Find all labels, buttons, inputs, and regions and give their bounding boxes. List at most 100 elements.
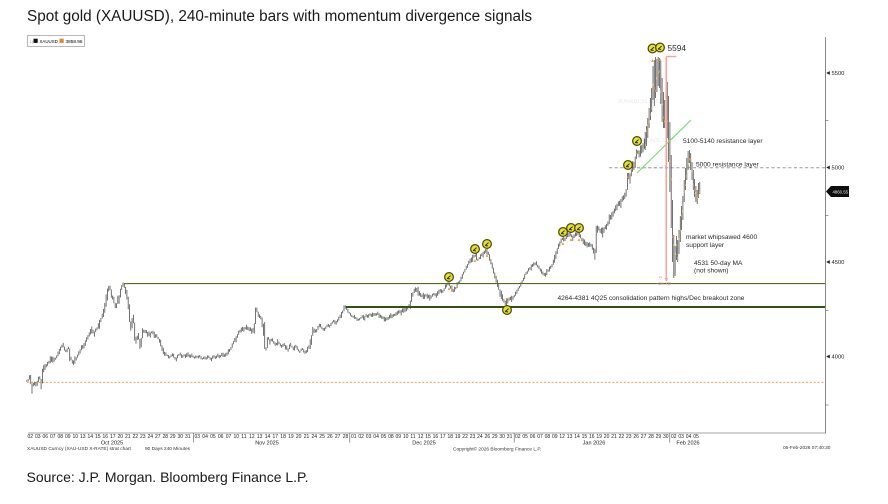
svg-text:08: 08 (58, 434, 64, 440)
svg-text:02: 02 (515, 434, 521, 440)
svg-text:Spot gold (XAUUSD), 240-minute: Spot gold (XAUUSD), 240-minute bars with… (27, 8, 532, 25)
svg-text:01: 01 (351, 434, 357, 440)
svg-text:21: 21 (304, 434, 310, 440)
svg-text:18: 18 (280, 434, 286, 440)
svg-text:27: 27 (335, 434, 341, 440)
svg-text:XAUUSD: XAUUSD (40, 39, 58, 44)
svg-text:24: 24 (312, 434, 318, 440)
svg-text:(01)N31.52 02: (01)N31.52 02 (641, 138, 676, 144)
svg-text:09: 09 (552, 434, 558, 440)
svg-text:16: 16 (589, 434, 595, 440)
svg-text:23: 23 (626, 434, 632, 440)
svg-text:5000: 5000 (832, 166, 845, 172)
svg-text:03: 03 (35, 434, 41, 440)
svg-text:19: 19 (596, 434, 602, 440)
svg-text:27: 27 (155, 434, 161, 440)
svg-text:14: 14 (574, 434, 580, 440)
svg-text:21: 21 (611, 434, 617, 440)
svg-text:05-Feb-2026 07:40:30: 05-Feb-2026 07:40:30 (783, 445, 831, 451)
svg-text:04: 04 (686, 434, 692, 440)
svg-text:19: 19 (288, 434, 294, 440)
svg-text:04: 04 (202, 434, 208, 440)
svg-text:31: 31 (185, 434, 191, 440)
svg-text:(not shown): (not shown) (694, 268, 728, 275)
svg-text:5594: 5594 (668, 43, 687, 53)
svg-text:4500: 4500 (832, 260, 845, 266)
svg-text:07: 07 (226, 434, 232, 440)
svg-text:09: 09 (396, 434, 402, 440)
svg-text:16: 16 (103, 434, 109, 440)
svg-text:Feb 2026: Feb 2026 (676, 441, 699, 447)
svg-text:13: 13 (257, 434, 263, 440)
svg-text:-3A.YB: -3A.YB (657, 281, 671, 286)
svg-text:4264-4381 4Q25 consolidation p: 4264-4381 4Q25 consolidation pattern hig… (558, 295, 745, 302)
svg-text:20: 20 (118, 434, 124, 440)
svg-text:03: 03 (678, 434, 684, 440)
svg-text:13: 13 (80, 434, 86, 440)
svg-text:06: 06 (218, 434, 224, 440)
svg-text:29: 29 (656, 434, 662, 440)
svg-text:10: 10 (73, 434, 79, 440)
svg-text:4000: 4000 (832, 355, 845, 361)
svg-text:15: 15 (95, 434, 101, 440)
svg-text:15: 15 (425, 434, 431, 440)
svg-text:05: 05 (522, 434, 528, 440)
svg-text:15: 15 (582, 434, 588, 440)
svg-text:08: 08 (388, 434, 394, 440)
svg-text:03: 03 (195, 434, 201, 440)
svg-text:22: 22 (462, 434, 468, 440)
svg-text:02: 02 (28, 434, 34, 440)
svg-text:22: 22 (619, 434, 625, 440)
svg-text:16: 16 (433, 434, 439, 440)
svg-text:4531 50-day MA: 4531 50-day MA (694, 260, 743, 267)
svg-text:29: 29 (492, 434, 498, 440)
svg-text:Source: J.P. Morgan. Bloomberg: Source: J.P. Morgan. Bloomberg Finance L… (27, 469, 309, 485)
svg-text:02: 02 (358, 434, 364, 440)
svg-text:18: 18 (448, 434, 454, 440)
svg-text:20: 20 (604, 434, 610, 440)
svg-text:9UN4(01)5131.52: 9UN4(01)5131.52 (618, 99, 662, 105)
svg-text:26: 26 (633, 434, 639, 440)
svg-text:05: 05 (210, 434, 216, 440)
svg-text:20: 20 (296, 434, 302, 440)
svg-text:04: 04 (373, 434, 379, 440)
svg-text:31: 31 (507, 434, 513, 440)
svg-text:14: 14 (265, 434, 271, 440)
svg-text:17: 17 (273, 434, 279, 440)
svg-text:03: 03 (366, 434, 372, 440)
svg-text:19: 19 (455, 434, 461, 440)
svg-text:5500: 5500 (832, 71, 845, 77)
svg-text:23: 23 (470, 434, 476, 440)
svg-text:Jan 2026: Jan 2026 (583, 441, 606, 447)
svg-text:24: 24 (148, 434, 154, 440)
svg-text:5100-5140 resistance layer: 5100-5140 resistance layer (683, 138, 763, 145)
svg-text:11: 11 (410, 434, 415, 440)
svg-text:3858.96: 3858.96 (66, 39, 83, 44)
svg-text:12: 12 (559, 434, 565, 440)
svg-text:21: 21 (125, 434, 131, 440)
svg-text:05: 05 (693, 434, 699, 440)
svg-text:(01)4990.51: (01)4990.51 (637, 165, 667, 171)
svg-text:Oct 2025: Oct 2025 (101, 441, 123, 447)
svg-text:1): 1) (30, 39, 34, 44)
svg-text:11: 11 (241, 434, 246, 440)
svg-text:Copyright© 2026 Bloomberg Fina: Copyright© 2026 Bloomberg Finance L.P. (453, 446, 541, 453)
svg-text:30: 30 (499, 434, 505, 440)
svg-text:05: 05 (381, 434, 387, 440)
svg-text:Dec 2025: Dec 2025 (412, 441, 436, 447)
svg-text:07: 07 (537, 434, 543, 440)
svg-text:26: 26 (327, 434, 333, 440)
svg-text:17: 17 (110, 434, 116, 440)
svg-text:Nov 2025: Nov 2025 (255, 441, 279, 447)
svg-text:06: 06 (43, 434, 49, 440)
svg-text:support layer: support layer (686, 242, 725, 249)
svg-text:25: 25 (319, 434, 325, 440)
svg-text:17: 17 (440, 434, 446, 440)
svg-text:08: 08 (545, 434, 551, 440)
svg-text:28: 28 (343, 434, 349, 440)
svg-text:28: 28 (163, 434, 169, 440)
svg-text:-2: -2 (658, 276, 663, 280)
svg-text:10: 10 (234, 434, 240, 440)
svg-text:26: 26 (485, 434, 491, 440)
svg-text:14: 14 (88, 434, 94, 440)
